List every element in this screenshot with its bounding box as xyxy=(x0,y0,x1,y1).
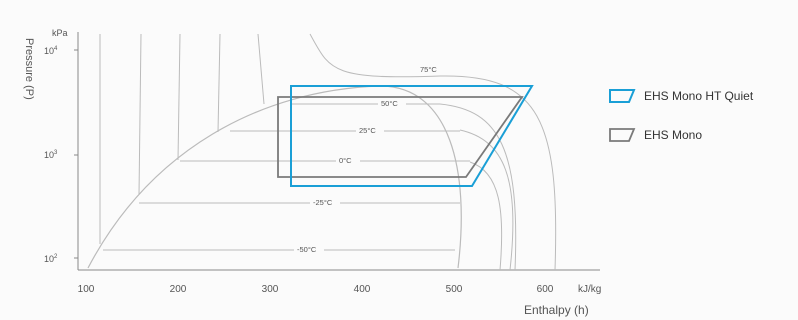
ehs-mono-ht-quiet-cycle xyxy=(290,85,534,187)
entropy-line xyxy=(257,33,265,105)
entropy-line xyxy=(138,33,142,196)
entropy-lines xyxy=(99,33,265,244)
entropy-line xyxy=(217,33,221,133)
legend-label: EHS Mono xyxy=(644,128,703,142)
isotherm-label: 50°C xyxy=(381,99,398,108)
legend-swatch-grey-icon xyxy=(609,128,636,142)
legend-label: EHS Mono HT Quiet xyxy=(644,89,754,103)
isotherm-75 xyxy=(309,33,557,271)
x-tick-label: 100 xyxy=(78,284,95,295)
isotherm-label: -50°C xyxy=(297,245,317,254)
isotherm-lines xyxy=(103,103,470,251)
legend-swatch-blue-icon xyxy=(609,89,636,103)
x-axis-unit: kJ/kg xyxy=(578,284,601,295)
y-axis-unit: kPa xyxy=(52,28,68,38)
isotherm-label: -25°C xyxy=(313,198,333,207)
y-tick-label: 102 xyxy=(44,254,58,264)
isotherm-label: 25°C xyxy=(359,126,376,135)
superheated-isotherms xyxy=(309,33,557,271)
x-tick-label: 200 xyxy=(170,284,187,295)
y-tick-label: 104 xyxy=(44,46,58,56)
legend-item-ehs-mono: EHS Mono xyxy=(608,128,702,142)
entropy-line xyxy=(177,33,181,161)
y-axis-label: Pressure (P) xyxy=(23,38,35,100)
saturation-dome xyxy=(87,85,462,269)
isotherm-label: 75°C xyxy=(420,65,437,74)
isotherm-label-group: 75°C 50°C 25°C 0°C -25°C -50°C xyxy=(294,64,443,254)
x-axis-label: Enthalpy (h) xyxy=(524,303,589,317)
isotherm-label: 0°C xyxy=(339,156,352,165)
x-tick-label: 500 xyxy=(446,284,463,295)
x-tick-label: 300 xyxy=(262,284,279,295)
y-tick-label: 103 xyxy=(44,150,58,160)
ehs-mono-cycle xyxy=(277,96,524,178)
legend-item-ehs-mono-ht-quiet: EHS Mono HT Quiet xyxy=(608,89,753,103)
isotherm-0 xyxy=(469,161,503,271)
x-tick-label: 600 xyxy=(537,284,554,295)
x-tick-label: 400 xyxy=(354,284,371,295)
isotherm-50 xyxy=(439,103,517,271)
isotherm-25 xyxy=(459,129,514,271)
